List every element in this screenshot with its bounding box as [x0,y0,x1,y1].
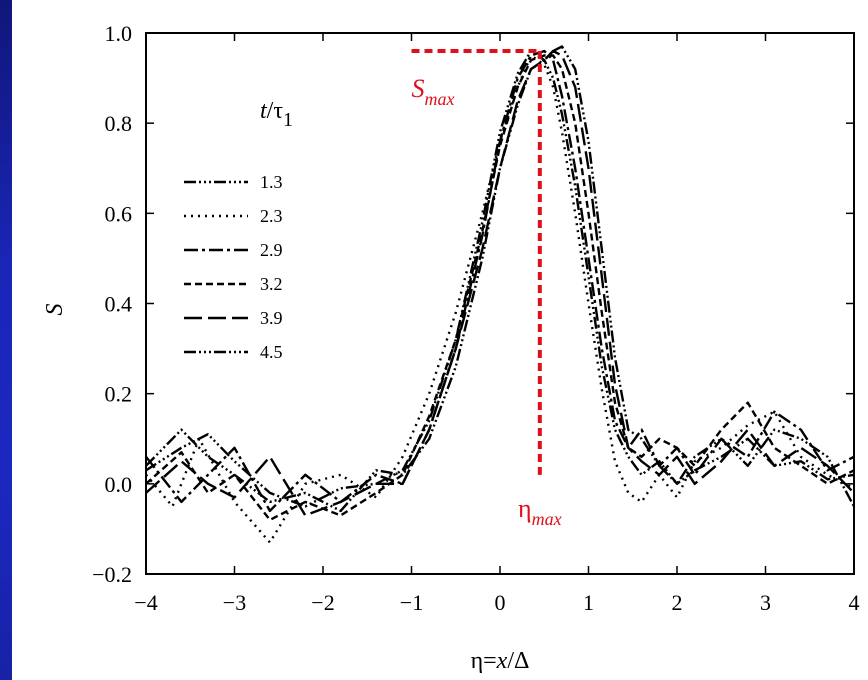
legend-title-sub: 1 [283,109,293,131]
series-line-1 [146,56,854,543]
legend-title-tau: /τ [267,98,284,124]
y-tick-label: 0.8 [105,111,133,136]
y-tick-label: −0.2 [92,562,132,587]
legend-label: 1.3 [260,172,283,192]
legend-label: 3.9 [260,308,283,328]
x-axis-title-delta: /Δ [507,648,529,674]
etamax-label-base: η [518,494,532,523]
smax-label-sub: max [425,89,455,109]
series-line-2 [146,51,854,511]
smax-label-base: S [412,74,425,103]
x-tick-label: 3 [760,590,771,615]
smax-label: Smax [412,74,455,109]
ticks-layer: −4 −3 −2 −1 0 1 2 3 4 1.0 0.8 0.6 0.4 0.2 0.0 −0.2 [92,21,859,615]
legend-label: 2.9 [260,240,283,260]
legend: t/τ1 1.3 2.3 2.9 3.2 3.9 4.5 [184,98,293,362]
x-tick-label: −4 [134,590,157,615]
y-tick-label: 1.0 [105,21,133,46]
x-tick-label: 2 [672,590,683,615]
etamax-label-sub: max [532,509,562,529]
x-axis-title-x: x [496,648,508,674]
x-tick-label: −2 [311,590,334,615]
series-line-0 [146,51,854,506]
x-tick-label: −1 [400,590,423,615]
series-line-4 [146,51,854,515]
y-tick-label: 0.0 [105,472,133,497]
plot-frame [146,33,854,574]
y-axis-title: S [42,304,68,316]
legend-label: 4.5 [260,342,283,362]
legend-title: t/τ1 [260,98,293,131]
x-tick-label: 1 [583,590,594,615]
x-axis-title: η=x/Δ [471,648,530,674]
y-tick-label: 0.6 [105,201,133,226]
series-line-3 [146,56,854,520]
x-tick-label: 4 [849,590,860,615]
series-layer [146,47,854,543]
x-tick-label: 0 [495,590,506,615]
etamax-label: ηmax [518,494,562,529]
y-tick-label: 0.2 [105,382,133,407]
x-axis-title-eta: η= [471,648,497,674]
y-tick-label: 0.4 [105,292,133,317]
legend-label: 3.2 [260,274,283,294]
chart-page: Smax ηmax −4 −3 −2 −1 0 1 2 3 4 1.0 0.8 0.6 0.4 0.2 0.0… [12,0,868,680]
series-line-5 [146,47,854,511]
legend-label: 2.3 [260,206,283,226]
x-tick-label: −3 [223,590,246,615]
